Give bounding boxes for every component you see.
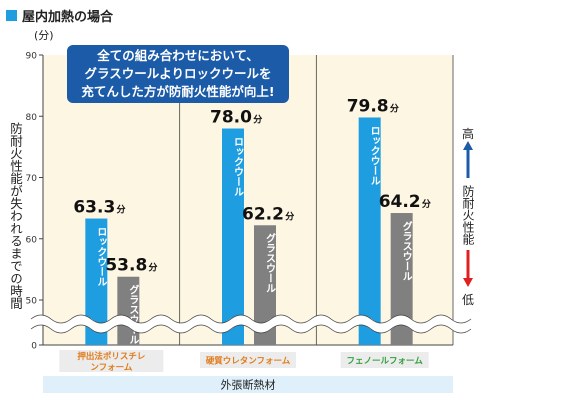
chart-title: 屋内加熱の場合 (6, 6, 113, 25)
performance-scale: 高 防耐火性能 低 (456, 125, 480, 315)
bar-label-glasswool: グラスウール (127, 284, 139, 345)
arrow-up-icon (463, 141, 473, 150)
y-tick-label: 70 (26, 174, 38, 184)
data-label-value: 64.2 (379, 192, 421, 212)
data-label-value: 78.0 (210, 108, 252, 128)
bar-label-glasswool: グラスウール (264, 232, 276, 293)
bar-rockwool (358, 117, 381, 345)
y-tick-label: 60 (26, 235, 38, 245)
bar-label-glasswool: グラスウール (400, 220, 412, 281)
y-tick-label: 80 (26, 113, 38, 123)
scale-high-label: 高 (461, 127, 474, 141)
y-tick-label: 0 (31, 342, 37, 352)
axis-break-line-bottom (30, 324, 472, 334)
y-unit-label: (分) (34, 29, 54, 42)
callout-line-1: 全ての組み合わせにおいて、 (97, 48, 259, 63)
y-axis-label: 防耐火性能が失われるまでの時間 (8, 122, 23, 310)
chart-title-text: 屋内加熱の場合 (22, 10, 114, 25)
data-label-unit: 分 (117, 204, 126, 216)
data-label-value: 53.8 (105, 256, 147, 276)
x-axis-label-band (43, 376, 453, 393)
bar-label-rockwool: ロックウール (368, 125, 380, 185)
category-label: 硬質ウレタンフォーム (206, 356, 291, 367)
scale-low-label: 低 (461, 293, 474, 307)
bar-rockwool (222, 128, 244, 345)
scale-label: 防耐火性能 (461, 185, 475, 245)
x-axis-label: 外張断熱材 (221, 378, 276, 392)
bar-rockwool (85, 218, 108, 345)
callout-line-3: 充てんした方が防耐火性能が向上! (81, 84, 275, 99)
category-label: フェノールフォーム (347, 357, 424, 367)
y-tick-label: 50 (26, 297, 38, 307)
category-label-bg (200, 352, 296, 368)
category-label-bg (59, 350, 164, 372)
title-square-icon (6, 10, 17, 21)
callout-line-2: グラスウールよりロックウールを (84, 66, 272, 81)
axis-break-band (28, 315, 474, 333)
data-label-unit: 分 (285, 210, 294, 222)
y-tick-label: 90 (26, 52, 38, 62)
bar-glasswool (254, 225, 276, 345)
category-label-line-2: ンフォーム (90, 363, 132, 373)
axis-break-line-top (30, 314, 472, 324)
category-label-bg (340, 352, 429, 368)
bar-label-rockwool: ロックウール (95, 227, 107, 287)
bar-label-rockwool: ロックウール (232, 137, 244, 197)
plot-background (43, 55, 453, 345)
data-label-value: 62.2 (242, 204, 284, 224)
bar-glasswool (390, 213, 413, 345)
data-label-value: 79.8 (347, 96, 389, 116)
data-label-unit: 分 (422, 198, 431, 210)
data-label-value: 63.3 (73, 198, 115, 218)
data-label-unit: 分 (390, 102, 399, 114)
category-label: 押出法ポリスチレ (77, 351, 145, 362)
callout-box: 全ての組み合わせにおいて、 グラスウールよりロックウールを 充てんした方が防耐火… (67, 45, 289, 103)
data-label-unit: 分 (149, 262, 158, 274)
arrow-down-icon (463, 278, 473, 287)
data-label-unit: 分 (253, 114, 262, 126)
